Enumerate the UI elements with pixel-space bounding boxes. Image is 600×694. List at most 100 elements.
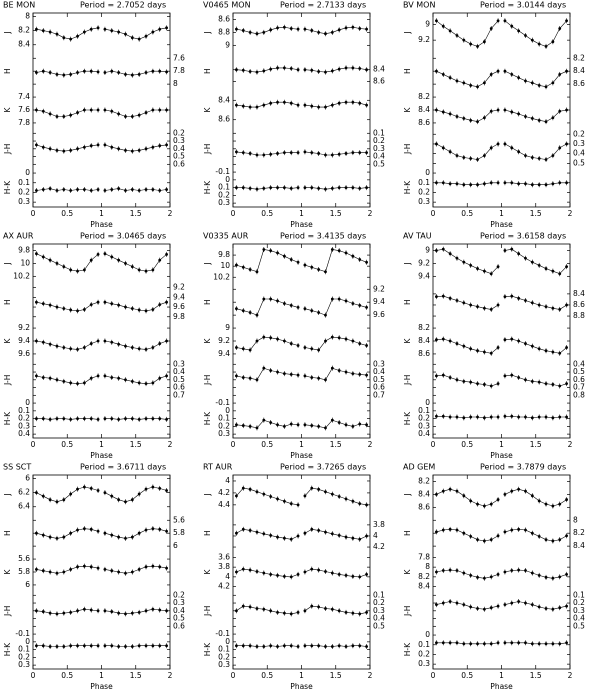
data-point (344, 251, 348, 255)
data-point (351, 302, 355, 305)
data-point (351, 151, 355, 155)
y-tick-label: 0.3 (18, 421, 30, 430)
data-point (262, 418, 266, 422)
y-tick-label: 0.4 (173, 606, 185, 615)
data-point (69, 308, 73, 312)
data-point (282, 644, 286, 648)
data-point (48, 376, 52, 380)
x-tick-label: 0 (231, 440, 236, 449)
data-point (489, 73, 493, 76)
data-point (41, 610, 45, 613)
data-point (241, 309, 245, 313)
data-point (544, 502, 548, 506)
data-point (82, 30, 86, 34)
plot-frame (32, 12, 171, 208)
data-point (76, 348, 79, 351)
fit-curve (236, 26, 299, 35)
data-point (510, 528, 514, 532)
fit-curve (104, 645, 167, 647)
data-point (558, 308, 562, 311)
y-tick-label: -0.1 (215, 629, 230, 638)
data-point (524, 601, 527, 605)
y-tick-label: 0.2 (373, 136, 385, 145)
y-tick-label: 8 (173, 79, 178, 88)
y-tick-label: 0.1 (18, 178, 30, 187)
data-point (144, 382, 148, 386)
fit-curve (304, 187, 367, 190)
data-point (82, 145, 86, 149)
data-point (344, 26, 348, 30)
y-tick-label: 0.2 (573, 129, 585, 138)
data-point (330, 366, 334, 370)
data-point (144, 309, 148, 313)
data-point (476, 415, 479, 419)
data-point (262, 645, 266, 648)
data-point (151, 30, 155, 34)
x-tick-label: 1 (99, 209, 104, 218)
data-point (469, 303, 473, 307)
data-point (69, 417, 73, 421)
data-point (330, 645, 334, 648)
data-point (137, 610, 141, 614)
data-point (365, 68, 368, 72)
data-point (289, 67, 293, 70)
data-point (289, 537, 293, 541)
y-axis-label: J (203, 493, 212, 496)
data-point (317, 376, 321, 380)
data-point (482, 607, 486, 611)
data-point (41, 255, 45, 259)
data-point (41, 188, 45, 191)
data-point (455, 489, 459, 493)
data-point (510, 247, 514, 251)
data-point (248, 644, 252, 648)
y-tick-label: 0.4 (418, 429, 430, 438)
data-point (248, 70, 252, 73)
x-axis-label: Phase (90, 682, 113, 691)
data-point (69, 568, 73, 571)
data-point (117, 611, 121, 615)
data-point (35, 491, 38, 495)
fit-curve (236, 367, 299, 381)
data-point (269, 101, 273, 105)
data-point (510, 641, 514, 645)
fit-curve (504, 338, 567, 354)
y-tick-label: 5.8 (18, 567, 30, 576)
fit-curve (236, 419, 299, 429)
data-point (89, 487, 93, 490)
data-point (441, 414, 445, 418)
y-tick-label: 0.1 (18, 406, 30, 415)
data-point (48, 112, 52, 116)
data-point (248, 311, 252, 314)
data-point (435, 108, 438, 112)
data-point (530, 117, 534, 120)
data-point (337, 101, 341, 105)
data-point (110, 255, 114, 259)
data-point (558, 415, 562, 419)
y-tick-label: 10.2 (13, 271, 30, 280)
data-point (441, 73, 445, 76)
y-axis-label: H (403, 530, 412, 536)
data-point (344, 535, 348, 539)
data-point (35, 143, 38, 147)
data-point (248, 487, 252, 491)
data-point (158, 258, 162, 262)
y-tick-label: 8.6 (218, 115, 230, 124)
data-point (110, 533, 114, 537)
data-point (165, 300, 168, 304)
data-point (55, 645, 59, 648)
data-point (282, 339, 286, 343)
data-point (62, 307, 66, 310)
data-point (503, 181, 507, 185)
data-point (317, 605, 321, 609)
fit-curve (104, 27, 167, 40)
data-point (82, 607, 86, 611)
data-point (317, 644, 321, 648)
data-point (89, 108, 93, 112)
data-point (103, 491, 107, 495)
data-point (48, 187, 52, 190)
y-tick-label: 0.2 (18, 652, 30, 661)
data-point (537, 347, 541, 351)
data-point (435, 142, 438, 146)
data-point (324, 32, 327, 36)
data-point (35, 108, 38, 112)
